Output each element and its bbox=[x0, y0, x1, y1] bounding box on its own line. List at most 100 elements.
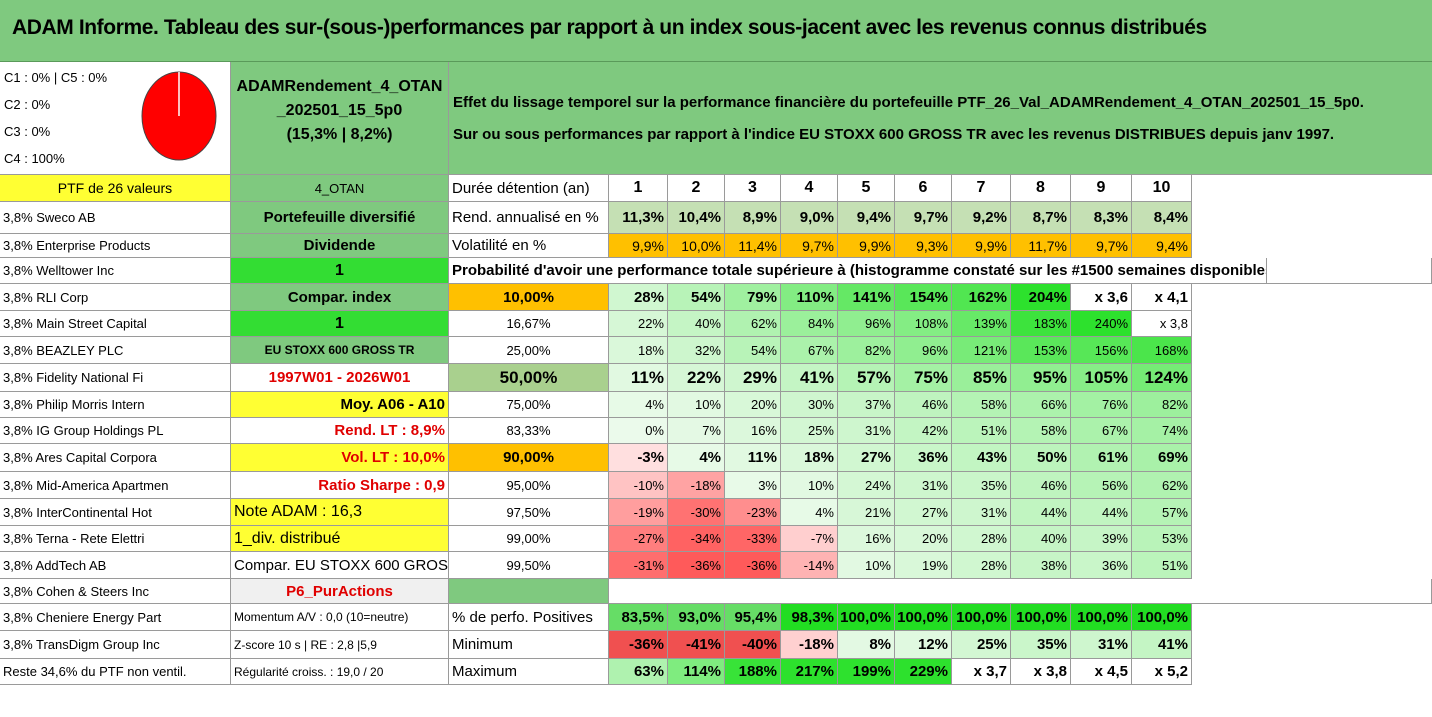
probability-value: 10% bbox=[781, 472, 838, 499]
probability-value: 7% bbox=[668, 418, 725, 444]
probability-value: 85% bbox=[952, 364, 1011, 392]
portfolio-count: PTF de 26 valeurs bbox=[0, 175, 231, 202]
maximum-value: x 5,2 bbox=[1132, 659, 1192, 685]
minimum-value: 31% bbox=[1071, 631, 1132, 659]
probability-value: 36% bbox=[1071, 552, 1132, 579]
probability-value: 74% bbox=[1132, 418, 1192, 444]
annual-return-value: 8,4% bbox=[1132, 202, 1192, 234]
probability-level: 75,00% bbox=[449, 392, 609, 418]
fund-name-line1: ADAMRendement_4_OTAN bbox=[236, 78, 443, 95]
c1-c5-label: C1 : 0% | C5 : 0% bbox=[4, 70, 108, 85]
separator-blank bbox=[609, 579, 1432, 604]
maximum-value: 114% bbox=[668, 659, 725, 685]
maximum-value: x 3,7 bbox=[952, 659, 1011, 685]
holding-row: 3,8% BEAZLEY PLC bbox=[0, 337, 231, 364]
probability-value: 19% bbox=[895, 552, 952, 579]
c3-label: C3 : 0% bbox=[4, 124, 51, 139]
probability-value: 53% bbox=[1132, 526, 1192, 552]
probability-value: 46% bbox=[1011, 472, 1071, 499]
probability-value: 67% bbox=[1071, 418, 1132, 444]
probability-value: -33% bbox=[725, 526, 781, 552]
probability-value: 50% bbox=[1011, 444, 1071, 472]
positive-perf-value: 93,0% bbox=[668, 604, 725, 631]
probability-value: 37% bbox=[838, 392, 895, 418]
probability-value: 18% bbox=[781, 444, 838, 472]
info-cell: Ratio Sharpe : 0,9 bbox=[231, 472, 449, 499]
volatility-value: 11,4% bbox=[725, 234, 781, 258]
probability-value: 31% bbox=[895, 472, 952, 499]
allocation-pie-chart bbox=[141, 71, 217, 161]
allocation-summary: C1 : 0% | C5 : 0% C2 : 0% C3 : 0% C4 : 1… bbox=[0, 62, 231, 175]
info-cell: 1 bbox=[231, 311, 449, 337]
holding-row: 3,8% InterContinental Hot bbox=[0, 499, 231, 526]
minimum-value: 25% bbox=[952, 631, 1011, 659]
probability-value: 22% bbox=[668, 364, 725, 392]
probability-value: 82% bbox=[1132, 392, 1192, 418]
volatility-value: 9,3% bbox=[895, 234, 952, 258]
minimum-value: 35% bbox=[1011, 631, 1071, 659]
probability-level: 10,00% bbox=[449, 284, 609, 311]
annual-return-value: 9,2% bbox=[952, 202, 1011, 234]
probability-value: 27% bbox=[838, 444, 895, 472]
description-line1: Effet du lissage temporel sur la perform… bbox=[453, 94, 1364, 111]
c4-label: C4 : 100% bbox=[4, 151, 65, 166]
probability-value: 22% bbox=[609, 311, 668, 337]
holding-row: Reste 34,6% du PTF non ventil. bbox=[0, 659, 231, 685]
probability-level: 50,00% bbox=[449, 364, 609, 392]
probability-value: -18% bbox=[668, 472, 725, 499]
holding-row: 3,8% TransDigm Group Inc bbox=[0, 631, 231, 659]
probability-value: 96% bbox=[895, 337, 952, 364]
minimum-value: -18% bbox=[781, 631, 838, 659]
probability-value: 10% bbox=[668, 392, 725, 418]
info-cell: 1_div. distribué bbox=[231, 526, 449, 552]
probability-value: 51% bbox=[952, 418, 1011, 444]
separator-cell bbox=[449, 579, 609, 604]
volatility-value: 9,7% bbox=[781, 234, 838, 258]
fund-name-line2: _202501_15_5p0 bbox=[276, 102, 403, 119]
annual-return-value: 8,9% bbox=[725, 202, 781, 234]
duration-year: 3 bbox=[725, 175, 781, 202]
holding-row: 3,8% RLI Corp bbox=[0, 284, 231, 311]
probability-value: 20% bbox=[725, 392, 781, 418]
positive-perf-value: 100,0% bbox=[1132, 604, 1192, 631]
probability-value: 67% bbox=[781, 337, 838, 364]
probability-value: 0% bbox=[609, 418, 668, 444]
probability-value: -10% bbox=[609, 472, 668, 499]
probability-value: 21% bbox=[838, 499, 895, 526]
probability-value: 56% bbox=[1071, 472, 1132, 499]
fund-name-box: ADAMRendement_4_OTAN _202501_15_5p0 (15,… bbox=[231, 62, 449, 175]
probability-value: 154% bbox=[895, 284, 952, 311]
probability-value: 46% bbox=[895, 392, 952, 418]
probability-value: 62% bbox=[1132, 472, 1192, 499]
probability-level: 83,33% bbox=[449, 418, 609, 444]
holding-row: 3,8% AddTech AB bbox=[0, 552, 231, 579]
probability-value: 4% bbox=[781, 499, 838, 526]
probability-value: 57% bbox=[838, 364, 895, 392]
probability-level: 16,67% bbox=[449, 311, 609, 337]
probability-value: -7% bbox=[781, 526, 838, 552]
probability-value: 58% bbox=[1011, 418, 1071, 444]
annual-return-value: 8,7% bbox=[1011, 202, 1071, 234]
probability-value: 16% bbox=[725, 418, 781, 444]
annual-return-value: 9,0% bbox=[781, 202, 838, 234]
probability-value: 204% bbox=[1011, 284, 1071, 311]
probability-value: 76% bbox=[1071, 392, 1132, 418]
probability-value: -14% bbox=[781, 552, 838, 579]
holding-row: 3,8% Enterprise Products bbox=[0, 234, 231, 258]
probability-value: 11% bbox=[609, 364, 668, 392]
probability-value: 36% bbox=[895, 444, 952, 472]
probability-value: x 3,6 bbox=[1071, 284, 1132, 311]
probability-value: 18% bbox=[609, 337, 668, 364]
duration-year: 5 bbox=[838, 175, 895, 202]
report-title: ADAM Informe. Tableau des sur-(sous-)per… bbox=[12, 16, 1207, 39]
probability-value: 69% bbox=[1132, 444, 1192, 472]
volatility-value: 9,9% bbox=[952, 234, 1011, 258]
probability-level: 99,00% bbox=[449, 526, 609, 552]
maximum-value: 229% bbox=[895, 659, 952, 685]
info-cell: Rend. LT : 8,9% bbox=[231, 418, 449, 444]
info-cell: 4_OTAN bbox=[231, 175, 449, 202]
info-cell: Momentum A/V : 0,0 (10=neutre) bbox=[231, 604, 449, 631]
report-title-bar: ADAM Informe. Tableau des sur-(sous-)per… bbox=[0, 0, 1432, 62]
probability-value: 28% bbox=[952, 552, 1011, 579]
maximum-value: x 3,8 bbox=[1011, 659, 1071, 685]
